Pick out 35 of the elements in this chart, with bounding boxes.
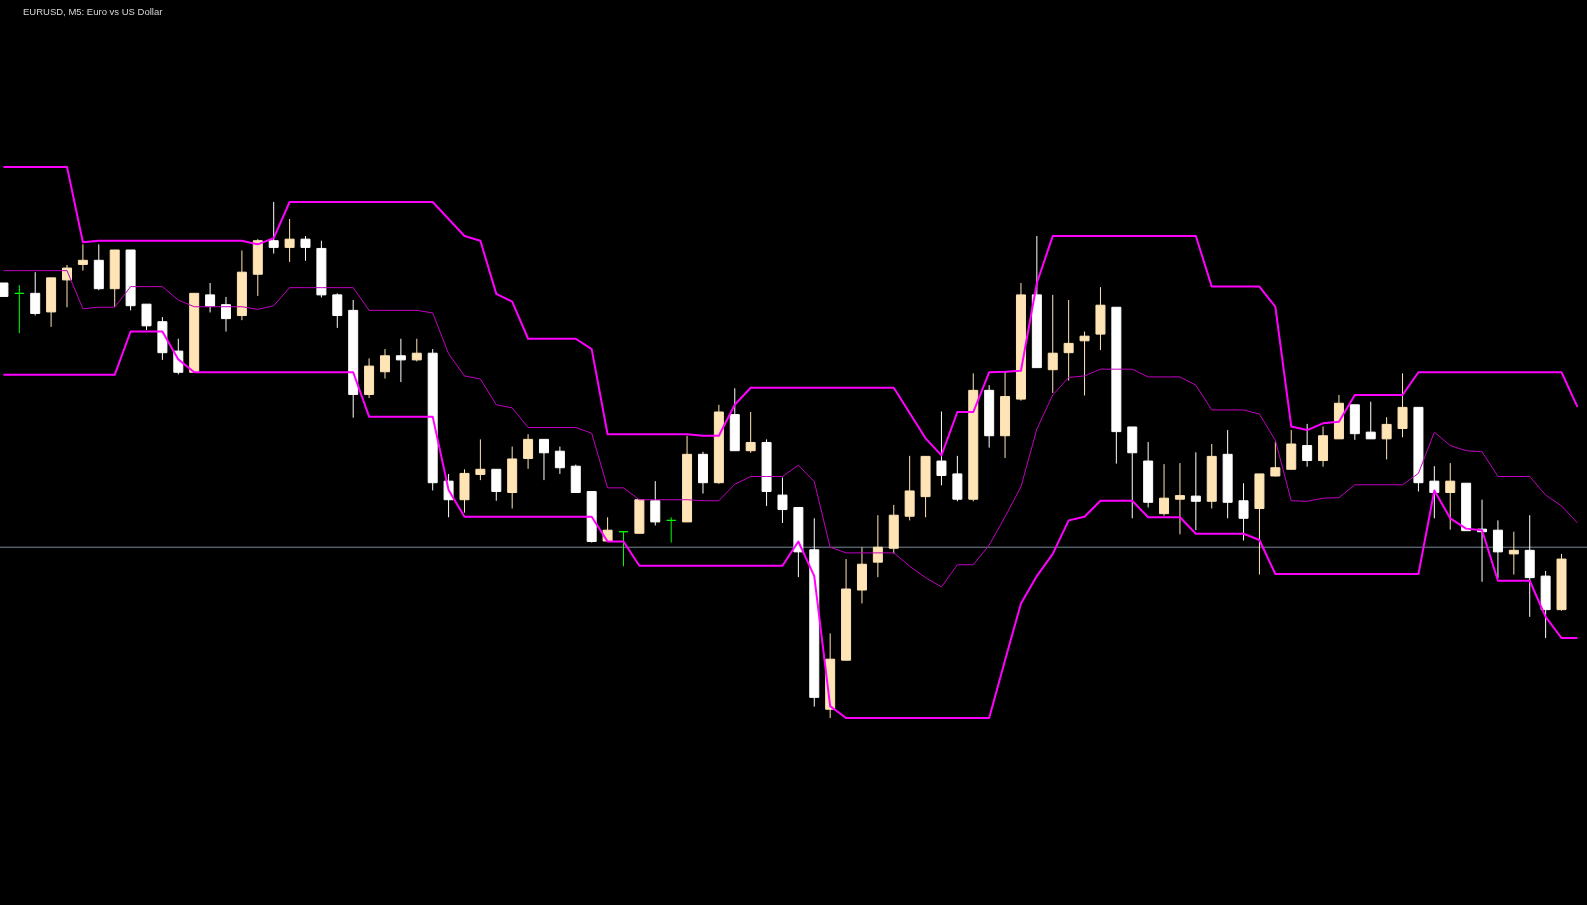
candlestick [30, 271, 41, 317]
candlestick [777, 477, 788, 524]
candlestick [1047, 294, 1058, 394]
candlestick [1238, 482, 1249, 541]
candlestick [1397, 372, 1408, 438]
candlestick [332, 292, 343, 329]
candlestick [1302, 423, 1313, 468]
candlestick [523, 433, 534, 470]
chart-title: EURUSD, M5: Euro vs US Dollar [23, 6, 163, 17]
candlestick [77, 243, 88, 272]
candlestick [141, 303, 152, 331]
candlestick [395, 338, 406, 383]
candlestick [284, 218, 295, 263]
candlestick [554, 446, 565, 475]
candlestick [300, 235, 311, 262]
candlestick [491, 468, 502, 502]
candlestick [650, 480, 661, 527]
candlestick [1381, 416, 1392, 460]
candlestick [1190, 451, 1201, 531]
candlestick [1445, 462, 1456, 531]
candlestick [1508, 531, 1519, 576]
candlestick [268, 201, 279, 255]
candlestick [475, 438, 486, 481]
candlestick [1159, 463, 1170, 517]
candlestick [1492, 519, 1503, 579]
candlestick [1063, 299, 1074, 382]
candlestick [538, 438, 549, 481]
candlestick [1365, 401, 1376, 440]
candlestick [936, 411, 947, 486]
candlestick [745, 411, 756, 454]
candlestick [1079, 331, 1090, 396]
candlestick [205, 282, 216, 313]
candlestick [1174, 462, 1185, 535]
candlestick [379, 348, 390, 379]
candlestick [221, 296, 231, 333]
